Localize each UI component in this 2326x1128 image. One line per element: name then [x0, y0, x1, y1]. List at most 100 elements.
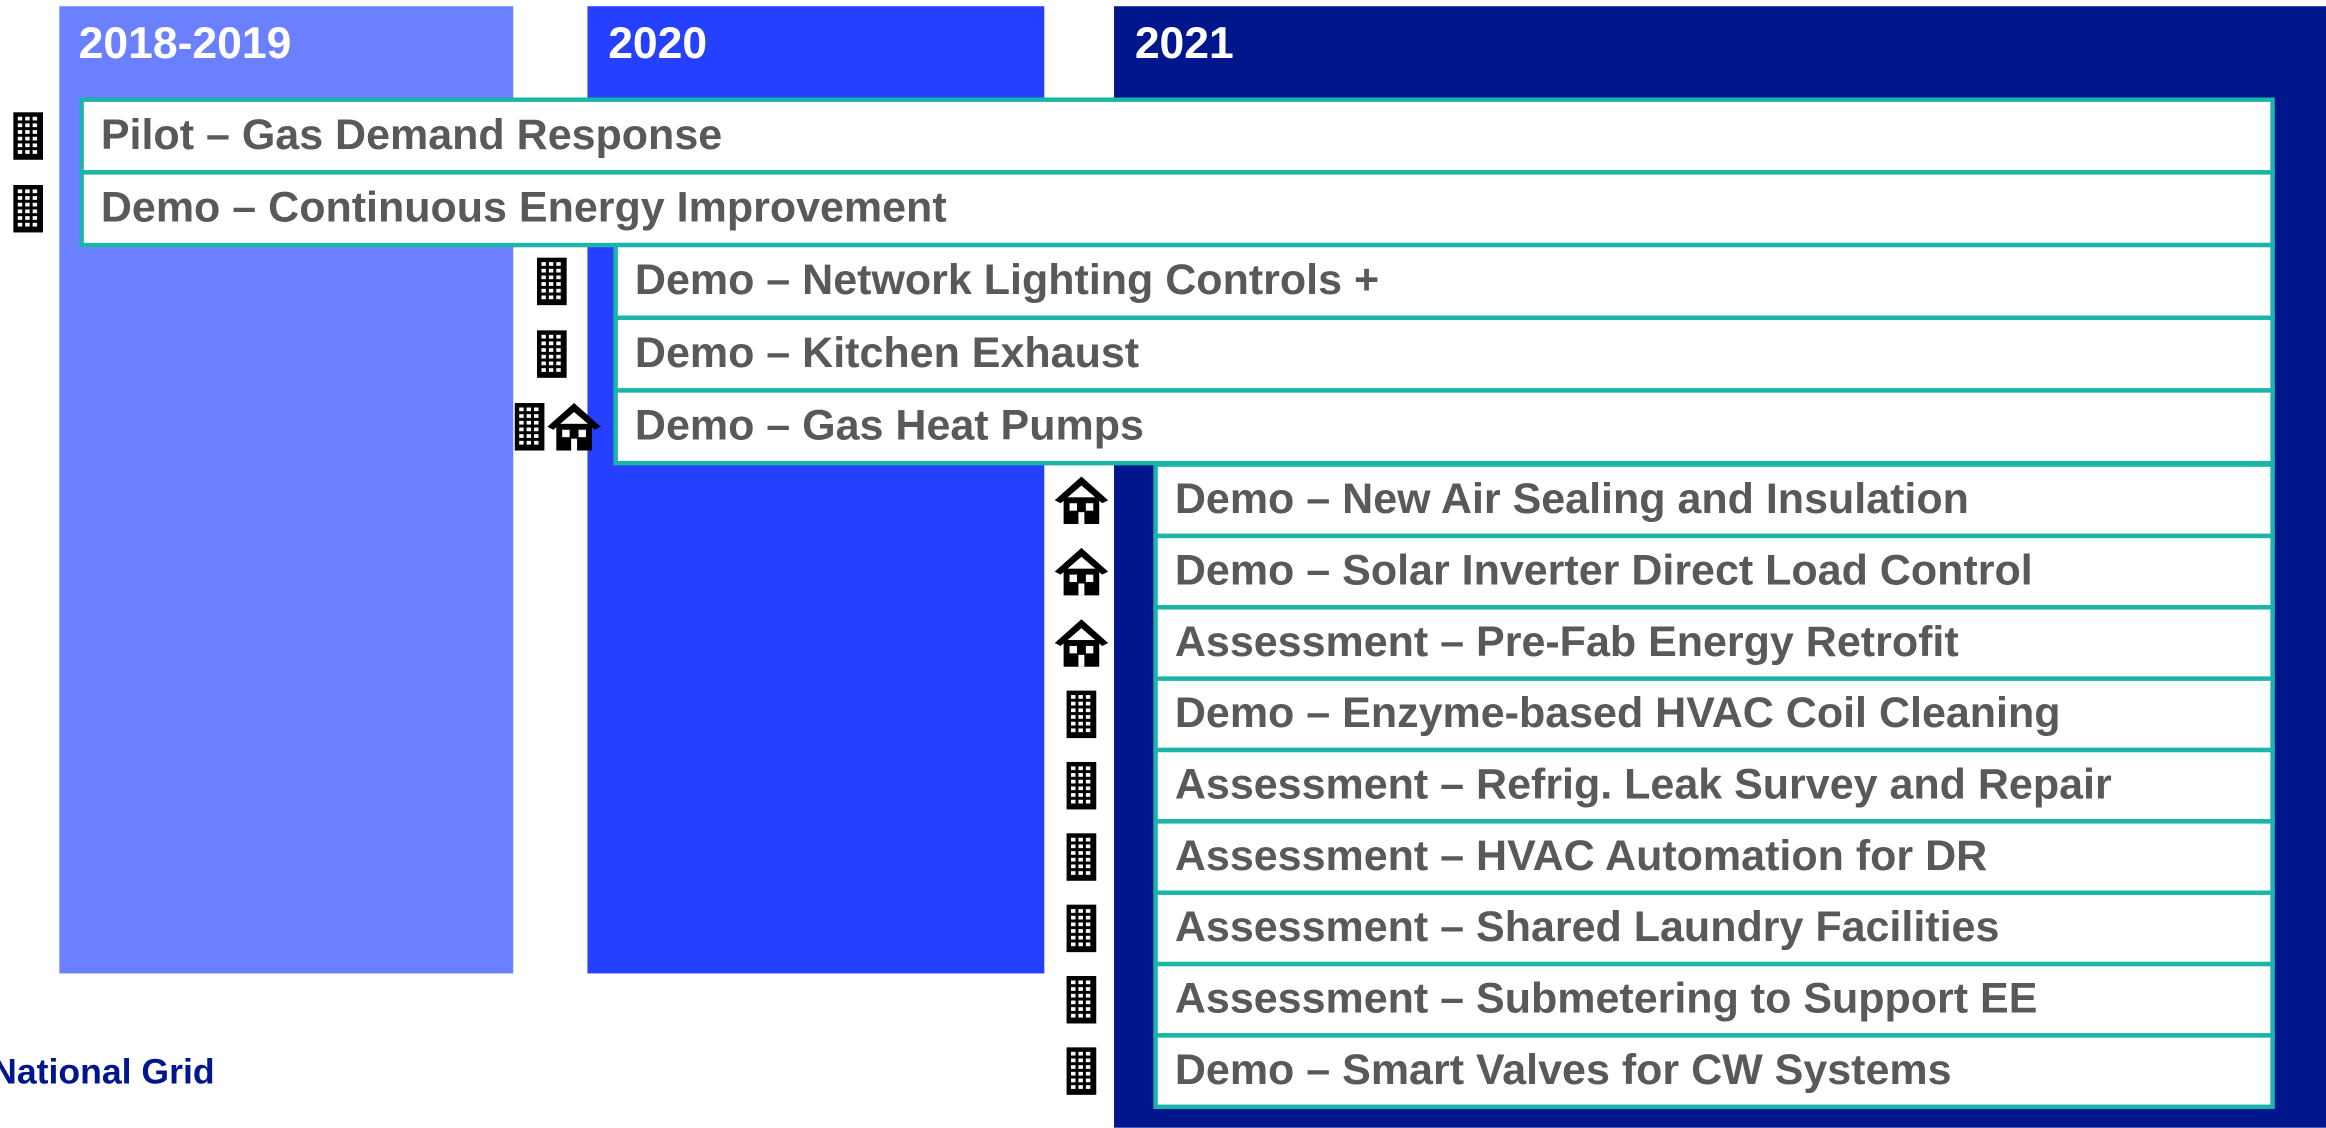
building-icon — [1066, 761, 1097, 810]
building-window — [1085, 701, 1091, 706]
item-label: Demo – Kitchen Exhaust — [635, 329, 1139, 377]
building-window — [1085, 793, 1091, 797]
building-window — [1085, 942, 1091, 947]
building-window — [1085, 695, 1091, 699]
building-window — [1085, 779, 1091, 784]
house-window — [1085, 574, 1094, 583]
building-window — [526, 440, 532, 445]
building-window — [1078, 942, 1083, 947]
building-window — [541, 295, 546, 300]
building-icon — [1066, 1047, 1097, 1095]
building-window — [1071, 1071, 1076, 1076]
building-window — [519, 434, 524, 438]
building-window — [548, 282, 554, 286]
building-window — [556, 354, 561, 359]
building-window — [1085, 799, 1091, 804]
building-window — [1085, 909, 1091, 913]
building-window — [32, 189, 38, 194]
item-box — [1153, 961, 2275, 1038]
building-window — [548, 348, 554, 352]
building-window — [1078, 1071, 1083, 1076]
building-window — [556, 334, 561, 339]
building-window — [17, 202, 23, 207]
building-window — [1085, 1013, 1091, 1018]
building-window — [1078, 929, 1083, 933]
house-window — [1085, 503, 1094, 511]
building-window — [1078, 844, 1083, 849]
building-window — [1085, 980, 1091, 985]
building-icon — [514, 403, 545, 451]
building-window — [1085, 1000, 1091, 1005]
building-window — [548, 288, 554, 293]
building-window — [1071, 942, 1076, 947]
building-window — [534, 440, 539, 445]
house-roof — [1054, 476, 1109, 504]
building-icon — [1066, 976, 1097, 1024]
building-window — [1085, 837, 1091, 842]
building-window — [1071, 929, 1076, 933]
building-window — [556, 295, 561, 300]
item-box — [1153, 533, 2275, 610]
item-label: Assessment – Shared Laundry Facilities — [1175, 903, 2000, 951]
building-window — [1078, 864, 1083, 869]
building-window — [1085, 871, 1091, 875]
building-window — [1078, 715, 1083, 719]
item-label: Assessment – Refrig. Leak Survey and Rep… — [1175, 761, 2112, 809]
building-window — [1071, 1000, 1076, 1005]
building-window — [526, 407, 532, 412]
building-window — [17, 189, 23, 194]
building-window — [1085, 708, 1091, 713]
building-window — [1085, 864, 1091, 869]
building-window — [1085, 728, 1091, 733]
building-window — [1078, 793, 1083, 797]
building-window — [1071, 786, 1076, 791]
item-label: Demo – Continuous Energy Improvement — [101, 184, 947, 232]
building-window — [1078, 837, 1083, 842]
building-window — [25, 216, 30, 220]
building-window — [17, 116, 23, 121]
building-window — [1078, 1000, 1083, 1005]
item-label: Assessment – HVAC Automation for DR — [1175, 832, 1987, 880]
building-window — [1071, 779, 1076, 784]
building-window — [548, 354, 554, 359]
building-window — [556, 288, 561, 293]
item-box — [613, 242, 2275, 320]
building-window — [1085, 922, 1091, 927]
building-window — [1071, 844, 1076, 849]
building-window — [519, 427, 524, 432]
house-window — [578, 429, 586, 438]
building-icon — [536, 257, 567, 306]
building-window — [1071, 909, 1076, 913]
building-window — [556, 262, 561, 266]
building-window — [1071, 728, 1076, 733]
item-label: Demo – Gas Heat Pumps — [635, 402, 1144, 450]
column-label: 2020 — [608, 19, 707, 68]
building-window — [534, 427, 539, 432]
building-window — [32, 202, 38, 207]
building-window — [556, 275, 561, 280]
building-window — [1078, 857, 1083, 862]
building-window — [17, 143, 23, 148]
building-window — [1078, 1065, 1083, 1069]
building-window — [1085, 993, 1091, 998]
item-label: Assessment – Pre-Fab Energy Retrofit — [1175, 618, 1959, 666]
building-window — [526, 427, 532, 432]
house-door — [1078, 583, 1085, 596]
building-window — [1085, 1085, 1091, 1089]
building-window — [541, 282, 546, 286]
building-window — [1078, 708, 1083, 713]
building-window — [556, 348, 561, 352]
building-window — [1085, 1058, 1091, 1063]
building-window — [556, 282, 561, 286]
building-window — [548, 334, 554, 339]
building-window — [1085, 915, 1091, 920]
building-window — [1071, 857, 1076, 862]
building-window — [541, 354, 546, 359]
building-window — [534, 434, 539, 438]
building-window — [32, 116, 38, 121]
house-icon — [1054, 619, 1109, 667]
building-window — [1085, 786, 1091, 791]
building-window — [1078, 1078, 1083, 1083]
building-window — [32, 216, 38, 220]
building-window — [519, 407, 524, 412]
